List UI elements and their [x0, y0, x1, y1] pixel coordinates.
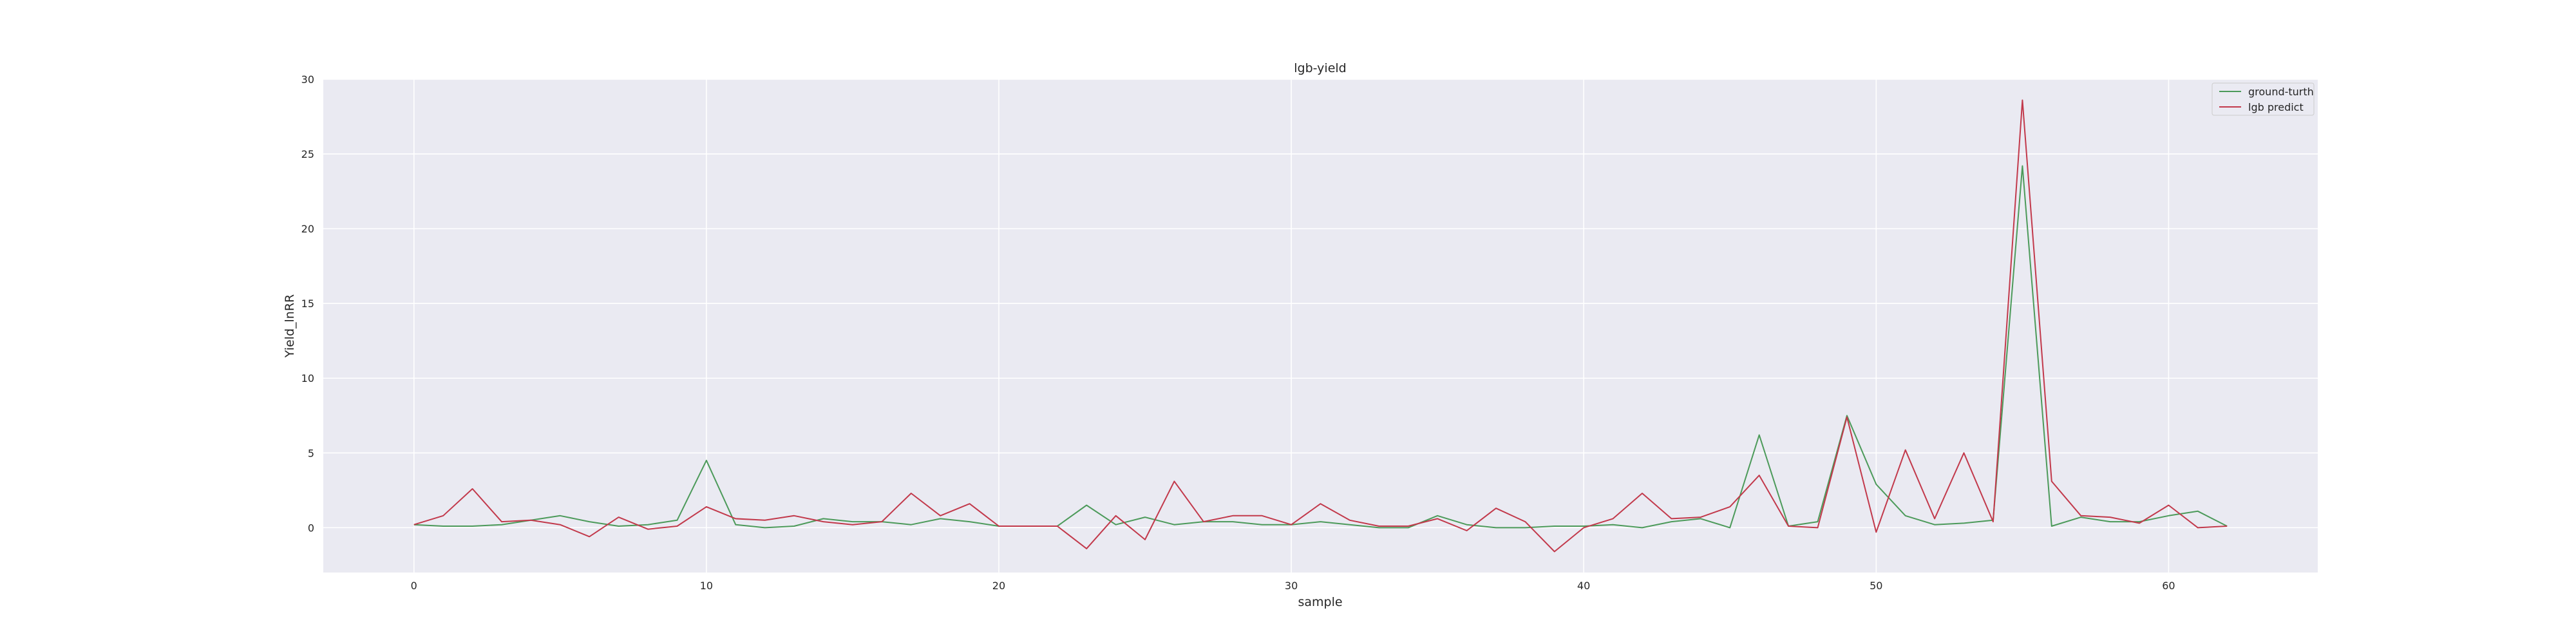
series-lines: [413, 99, 2228, 553]
y-tick-label: 0: [308, 522, 314, 534]
y-axis-label: Yield_lnRR: [283, 294, 297, 358]
y-tick-label: 15: [301, 298, 314, 310]
y-tick-label: 10: [301, 372, 314, 384]
legend-label-ground-turth: ground-turth: [2248, 86, 2314, 98]
plot-background: [323, 79, 2318, 573]
grid-lines: [323, 79, 2318, 573]
chart-title: lgb-yield: [1294, 61, 1346, 75]
y-tick-label: 5: [308, 447, 314, 459]
x-tick-label: 50: [1870, 580, 1882, 592]
tick-labels: 0 10 20 30 40 50 60 0 5 10 15 20 25 30: [301, 73, 2175, 592]
x-tick-label: 10: [700, 580, 713, 592]
x-tick-label: 0: [411, 580, 417, 592]
series-line-ground-turth: [413, 165, 2228, 529]
x-tick-label: 20: [992, 580, 1005, 592]
x-tick-label: 60: [2162, 580, 2175, 592]
legend: ground-turth lgb predict: [2211, 82, 2315, 116]
legend-label-lgb-predict: lgb predict: [2248, 101, 2304, 113]
y-tick-label: 25: [301, 148, 314, 160]
y-tick-label: 30: [301, 73, 314, 86]
y-tick-label: 20: [301, 223, 314, 235]
x-tick-label: 30: [1285, 580, 1298, 592]
series-line-lgb-predict: [413, 99, 2228, 553]
x-tick-label: 40: [1577, 580, 1590, 592]
x-axis-label: sample: [1298, 595, 1342, 609]
